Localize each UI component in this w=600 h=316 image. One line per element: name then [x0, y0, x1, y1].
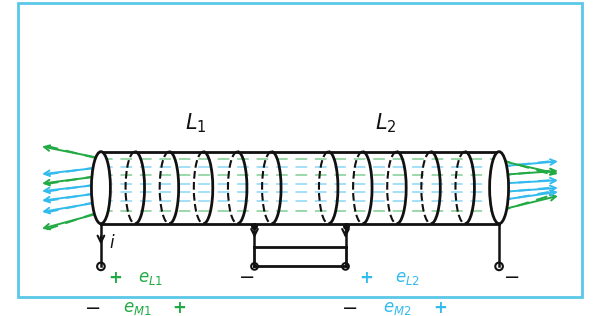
Text: $e_{L1}$: $e_{L1}$ — [137, 269, 163, 287]
Text: +: + — [359, 269, 373, 287]
Text: $i$: $i$ — [109, 234, 116, 252]
Text: −: − — [85, 299, 101, 316]
Text: −: − — [504, 268, 521, 287]
Text: $e_{M2}$: $e_{M2}$ — [383, 299, 412, 316]
Text: $e_{M1}$: $e_{M1}$ — [122, 299, 151, 316]
Text: $L_2$: $L_2$ — [374, 111, 396, 135]
Text: −: − — [342, 299, 358, 316]
Text: $L_1$: $L_1$ — [185, 111, 206, 135]
Text: +: + — [173, 299, 187, 316]
Text: +: + — [108, 269, 122, 287]
Text: $e_{L2}$: $e_{L2}$ — [395, 269, 419, 287]
Ellipse shape — [91, 152, 110, 224]
Bar — [101, 152, 499, 224]
Text: +: + — [433, 299, 447, 316]
Text: −: − — [239, 268, 255, 287]
Ellipse shape — [490, 152, 509, 224]
